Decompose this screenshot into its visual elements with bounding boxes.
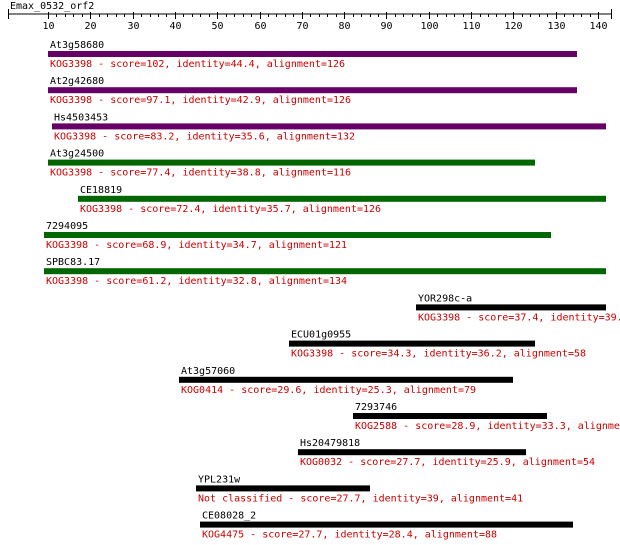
hit-row: At3g58680 KOG3398 - score=102, identity=4… <box>48 40 577 70</box>
hit-name: ECU01g0955 <box>291 330 351 341</box>
tick-label: 60 <box>254 21 266 32</box>
tick-label: 20 <box>84 21 96 32</box>
hit-bar <box>78 195 606 202</box>
tick-label: 130 <box>547 21 565 32</box>
hit-bar <box>298 449 526 456</box>
hit-bar <box>44 232 551 238</box>
query-title: Emax_0532_orf2 <box>10 1 94 12</box>
hit-row: 7293746 KOG2588 - score=28.9, identity=33… <box>353 402 620 432</box>
hit-info: Not classified - score=27.7, identity=39… <box>198 493 523 504</box>
hit-info: KOG3398 - score=72.4, identity=35.7, ali… <box>80 204 381 215</box>
tick-label: 50 <box>211 21 223 32</box>
hit-info: KOG3398 - score=37.4, identity=39.1 <box>418 312 620 323</box>
hit-info: KOG3398 - score=68.9, identity=34.7, ali… <box>46 240 347 251</box>
hit-info: KOG4475 - score=27.7, identity=28.4, ali… <box>202 530 497 541</box>
tick-label: 70 <box>296 21 308 32</box>
hit-name: CE18819 <box>80 185 122 196</box>
hit-bar <box>289 340 535 347</box>
hit-info: KOG3398 - score=102, identity=44.4, alig… <box>50 59 345 70</box>
hit-name: YPL231w <box>198 474 241 485</box>
tick-label: 110 <box>462 21 480 32</box>
tick-label: 100 <box>420 21 438 32</box>
hit-name: SPBC83.17 <box>46 257 100 268</box>
hit-row: At3g24500 KOG3398 - score=77.4, identity=… <box>48 149 535 179</box>
hit-info: KOG3398 - score=61.2, identity=32.8, ali… <box>46 276 347 287</box>
position-axis: 10 20 30 40 50 60 70 80 90 100 110 120 130 140 <box>8 9 612 32</box>
hit-bar <box>353 413 547 419</box>
hit-name: 7294095 <box>46 221 88 232</box>
hit-row: 7294095 KOG3398 - score=68.9, identity=34… <box>44 221 551 251</box>
hit-name: Hs20479818 <box>300 438 360 449</box>
hit-name: At3g57060 <box>181 366 235 377</box>
hit-row: At2g42680 KOG3398 - score=97.1, identity=… <box>48 76 577 106</box>
hit-name: At2g42680 <box>50 76 104 87</box>
hit-info: KOG2588 - score=28.9, identity=33.3, ali… <box>355 421 620 432</box>
hit-bar <box>44 268 606 275</box>
hit-row: SPBC83.17 KOG3398 - score=61.2, identity=… <box>44 257 606 287</box>
hit-name: Hs4503453 <box>54 112 108 123</box>
hit-info: KOG3398 - score=77.4, identity=38.8, ali… <box>50 168 351 179</box>
tick-label: 140 <box>589 21 607 32</box>
hit-bar <box>52 123 606 130</box>
hit-row: Hs4503453 KOG3398 - score=83.2, identity=… <box>52 112 606 142</box>
hit-name: CE08028_2 <box>202 511 256 522</box>
hit-name: YOR298c-a <box>418 293 472 304</box>
hit-info: KOG3398 - score=83.2, identity=35.6, ali… <box>54 131 355 142</box>
hit-bar <box>416 304 606 311</box>
hit-info: KOG3398 - score=34.3, identity=36.2, ali… <box>291 349 586 360</box>
tick-label: 30 <box>127 21 139 32</box>
hit-bar <box>48 51 577 57</box>
hit-list: At3g58680 KOG3398 - score=102, identity=4… <box>44 40 620 541</box>
hit-row: YOR298c-a KOG3398 - score=37.4, identity=… <box>416 293 620 323</box>
hit-name: At3g24500 <box>50 149 104 160</box>
hit-row: ECU01g0955 KOG3398 - score=34.3, identity… <box>289 330 586 360</box>
tick-label: 80 <box>338 21 350 32</box>
hit-name: 7293746 <box>355 402 397 413</box>
tick-label: 90 <box>380 21 392 32</box>
hit-info: KOG3398 - score=97.1, identity=42.9, ali… <box>50 95 351 106</box>
hit-info: KOG0032 - score=27.7, identity=25.9, ali… <box>300 457 595 468</box>
tick-label: 40 <box>169 21 181 32</box>
hit-info: KOG0414 - score=29.6, identity=25.3, ali… <box>181 385 476 396</box>
hit-bar <box>200 521 573 528</box>
hit-bar <box>196 485 370 492</box>
hit-bar <box>48 159 535 166</box>
hit-row: At3g57060 KOG0414 - score=29.6, identity=… <box>179 366 513 396</box>
hit-row: YPL231w Not classified - score=27.7, iden… <box>196 474 523 504</box>
tick-label: 10 <box>42 21 54 32</box>
hit-bar <box>48 87 577 94</box>
hit-row: CE08028_2 KOG4475 - score=27.7, identity=… <box>200 511 573 541</box>
hit-bar <box>179 376 513 383</box>
hit-row: CE18819 KOG3398 - score=72.4, identity=35… <box>78 185 606 215</box>
hit-row: Hs20479818 KOG0032 - score=27.7, identity… <box>298 438 595 468</box>
tick-label: 120 <box>504 21 522 32</box>
hit-name: At3g58680 <box>50 40 104 51</box>
